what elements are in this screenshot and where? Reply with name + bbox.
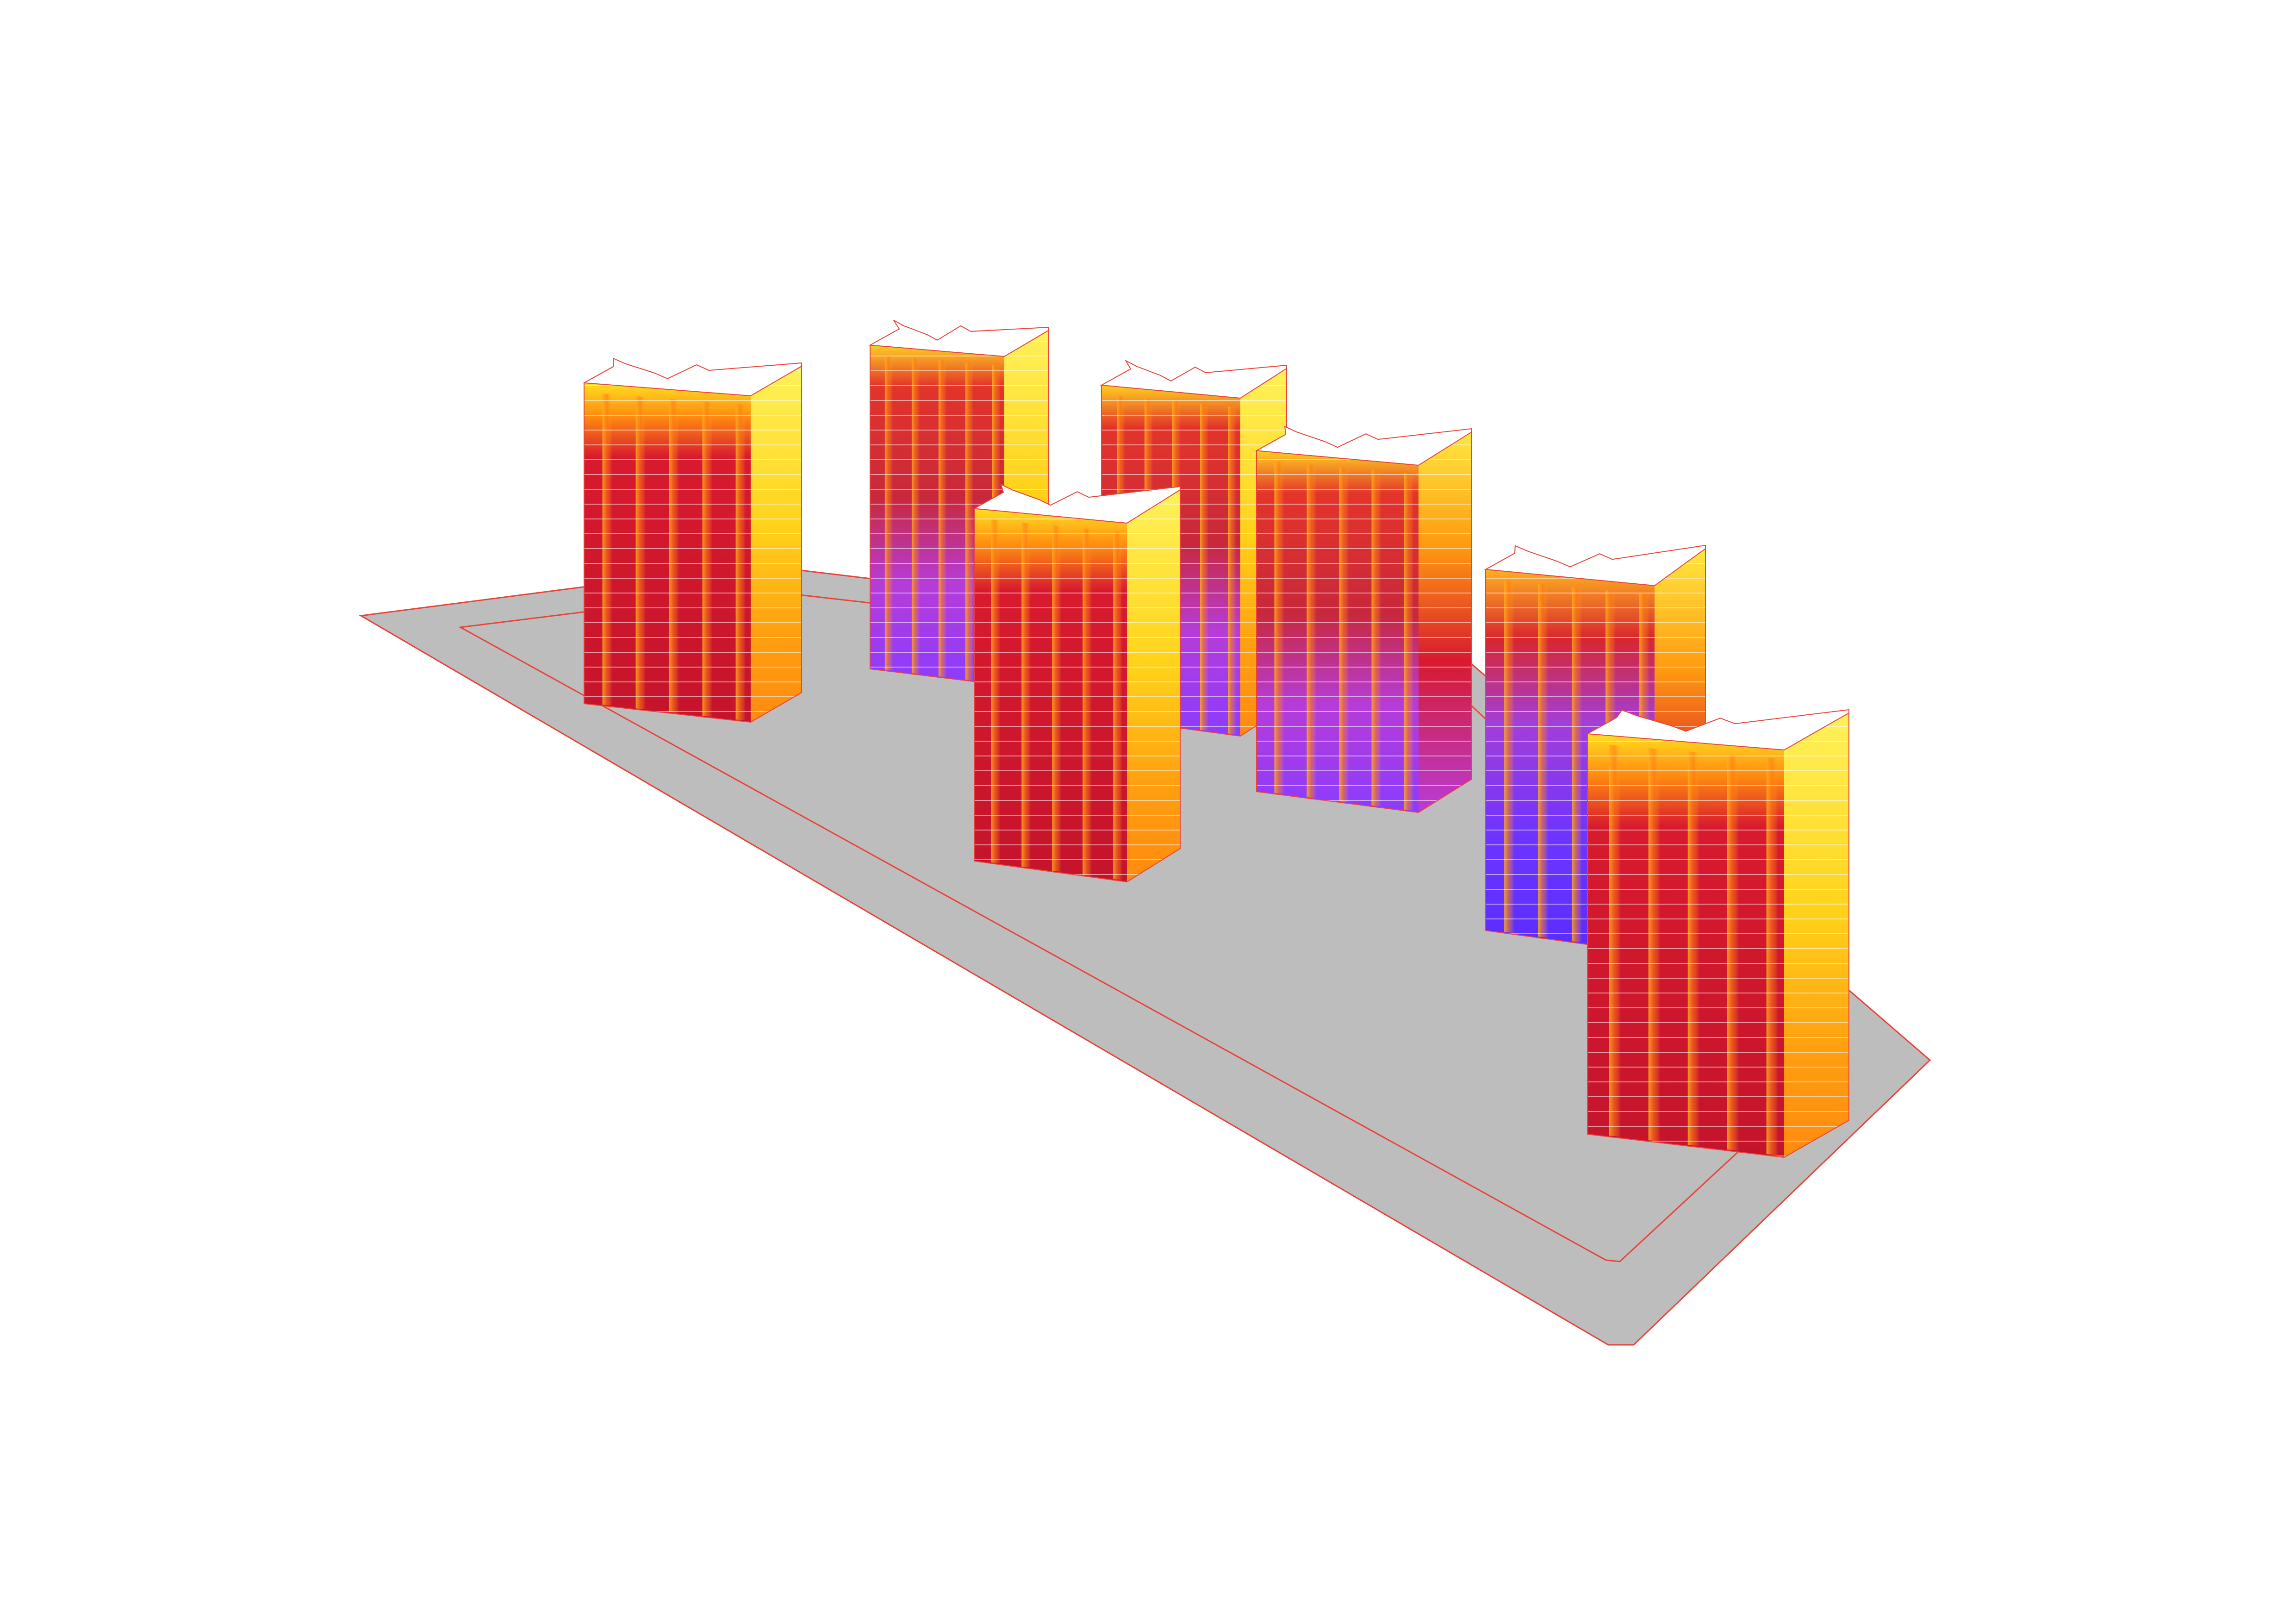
floor-lines xyxy=(1419,432,1472,812)
tower-outline xyxy=(1256,432,1472,813)
tower-7 xyxy=(1586,709,1849,1158)
roof xyxy=(1484,544,1706,587)
roof xyxy=(972,483,1181,524)
roof xyxy=(1255,425,1472,466)
floor-lines xyxy=(584,383,751,722)
tower-1 xyxy=(582,357,802,723)
floor-lines xyxy=(870,345,1004,685)
floor-lines xyxy=(1587,734,1784,1157)
floor-lines xyxy=(974,508,1127,882)
tower-outline xyxy=(1587,713,1849,1158)
floor-lines xyxy=(1127,490,1180,882)
floor-lines xyxy=(1257,450,1419,812)
roof xyxy=(1100,359,1287,399)
floor-lines xyxy=(751,366,802,722)
tower-outline xyxy=(974,490,1181,883)
tower-3 xyxy=(972,483,1181,883)
building-towers xyxy=(582,319,1849,1158)
roof xyxy=(868,319,1049,357)
roof xyxy=(1586,709,1849,751)
roof xyxy=(582,357,802,397)
floor-lines xyxy=(1784,713,1849,1157)
tower-outline xyxy=(584,366,802,723)
tower-5 xyxy=(1255,425,1472,813)
